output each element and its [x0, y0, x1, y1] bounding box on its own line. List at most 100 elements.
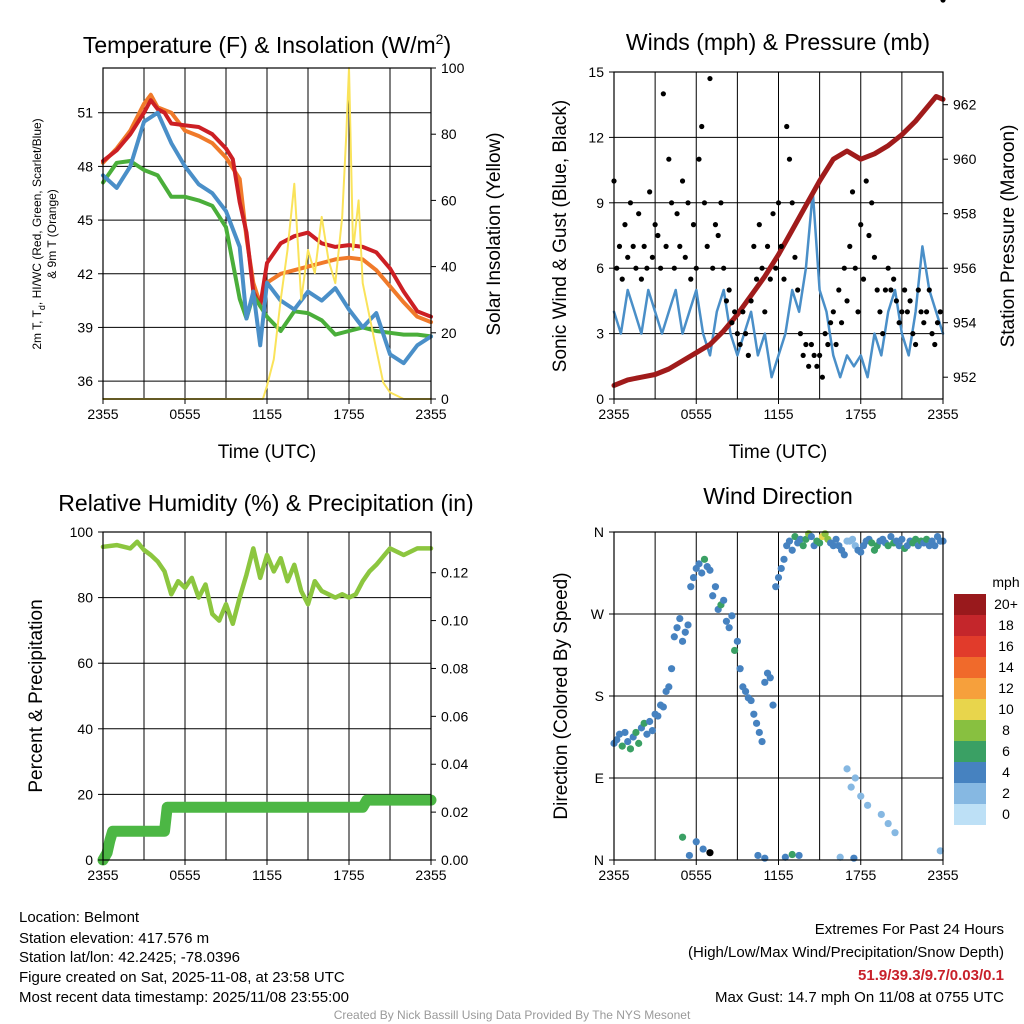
wind-direction-point — [761, 854, 769, 862]
wind-direction-point — [769, 701, 777, 709]
wind-direction-point — [761, 678, 769, 686]
temperature-title: Temperature (F) & Insolation (W/m2) — [83, 31, 451, 58]
gust-point — [934, 320, 941, 326]
wind-direction-point — [728, 612, 736, 620]
gust-point — [740, 309, 746, 315]
rh-y-right-tick: 0.06 — [441, 708, 468, 724]
wind-direction-point — [754, 851, 762, 860]
wind-direction-point — [807, 532, 816, 541]
wind-direction-point — [780, 555, 788, 563]
wind-direction-point — [695, 560, 703, 568]
gust-point — [721, 265, 727, 271]
gust-point — [674, 211, 680, 217]
winds-title: Winds (mph) & Pressure (mb) — [626, 29, 930, 55]
temp-y-right-tick: 60 — [441, 192, 457, 208]
wind-direction-point — [722, 617, 731, 625]
colorbar-title: mph — [992, 574, 1019, 590]
gust-point — [891, 276, 897, 282]
wind-direction-point — [887, 532, 895, 541]
extremes-subtitle: (High/Low/Max Wind/Precipitation/Snow De… — [688, 944, 1004, 961]
gust-point — [734, 331, 740, 337]
gust-point — [770, 211, 776, 217]
wind-direction-point — [648, 727, 656, 735]
gust-point — [704, 243, 710, 249]
wind-direction-point — [706, 849, 714, 857]
wind-direction-point — [646, 717, 654, 726]
gust-point — [899, 309, 905, 315]
gust-point — [896, 320, 902, 326]
wind-direction-point — [766, 674, 774, 682]
wind-direction-point — [673, 624, 681, 632]
wind-direction-point — [689, 573, 698, 582]
gust-point — [814, 363, 820, 369]
winds-y-label: Sonic Wind & Gust (Blue, Black) — [550, 100, 571, 372]
colorbar-label: 6 — [1002, 743, 1010, 759]
gust-point — [789, 200, 795, 206]
wind-y-right-tick: 960 — [953, 151, 977, 167]
gust-point — [877, 309, 883, 315]
gust-point — [627, 200, 634, 206]
temperature-y-right-label: Solar Insolation (Yellow) — [484, 132, 505, 335]
colorbar-label: 14 — [998, 659, 1014, 675]
gust-point — [748, 298, 754, 304]
rh-x-tick: 1155 — [252, 867, 282, 883]
colorbar-swatch — [954, 762, 986, 783]
wind-direction-point — [857, 548, 865, 556]
temp-x-tick: 2355 — [87, 406, 118, 422]
gust-point — [797, 331, 804, 337]
wind-direction-point — [654, 712, 662, 720]
dir-x-tick: 2355 — [598, 867, 629, 883]
gust-point — [638, 276, 645, 282]
gust-point — [811, 352, 817, 358]
gust-point — [693, 265, 699, 271]
created-text: Figure created on Sat, 2025-11-08, at 23… — [19, 969, 345, 986]
gust-point — [671, 265, 677, 271]
wind-direction-point — [791, 532, 799, 541]
wind-direction-point — [840, 551, 848, 559]
gust-point — [800, 352, 806, 358]
dir-x-tick: 1755 — [845, 867, 876, 883]
gust-point — [655, 232, 661, 239]
wind-direction-point — [678, 637, 687, 645]
gust-point — [803, 341, 809, 348]
gust-point — [690, 222, 697, 228]
winds-y-right-label: Station Pressure (Maroon) — [998, 125, 1019, 348]
gust-point — [723, 298, 730, 304]
gust-point — [775, 200, 782, 206]
wind-y-tick: 12 — [588, 129, 604, 145]
temp-series-hi-wc — [101, 110, 433, 366]
rh-y-right-tick: 0.02 — [441, 804, 468, 820]
gust-point — [644, 265, 650, 271]
gust-point — [880, 331, 886, 337]
wind-y-right-tick: 958 — [953, 206, 977, 222]
wind-direction-point — [709, 592, 717, 600]
gust-point — [679, 178, 686, 184]
gust-point — [773, 265, 779, 271]
gust-point — [732, 309, 738, 315]
gust-point — [937, 309, 943, 315]
dir-y-tick: N — [594, 524, 604, 540]
gust-point — [616, 243, 623, 249]
gust-point — [929, 331, 935, 337]
gust-point — [737, 341, 743, 348]
wind-direction-point — [777, 564, 785, 573]
wind-direction-point — [868, 539, 876, 547]
wind-direction-point — [788, 850, 796, 859]
wind-direction-point — [864, 801, 872, 809]
temp-y-right-tick: 100 — [441, 60, 465, 76]
wind-direction-point — [699, 845, 707, 853]
gust-point — [795, 287, 801, 293]
wind-direction-point — [851, 774, 859, 782]
gust-point — [888, 287, 894, 293]
gust-point — [874, 287, 880, 293]
gust-point — [893, 298, 899, 304]
wind-x-tick: 1755 — [845, 406, 876, 422]
gust-point — [614, 265, 620, 271]
wind-direction-point — [891, 829, 899, 837]
gust-point — [907, 298, 913, 304]
gust-point — [852, 265, 858, 271]
temp-y-right-tick: 0 — [441, 391, 449, 407]
wind-x-tick: 2355 — [598, 406, 629, 422]
gust-point — [912, 341, 919, 348]
